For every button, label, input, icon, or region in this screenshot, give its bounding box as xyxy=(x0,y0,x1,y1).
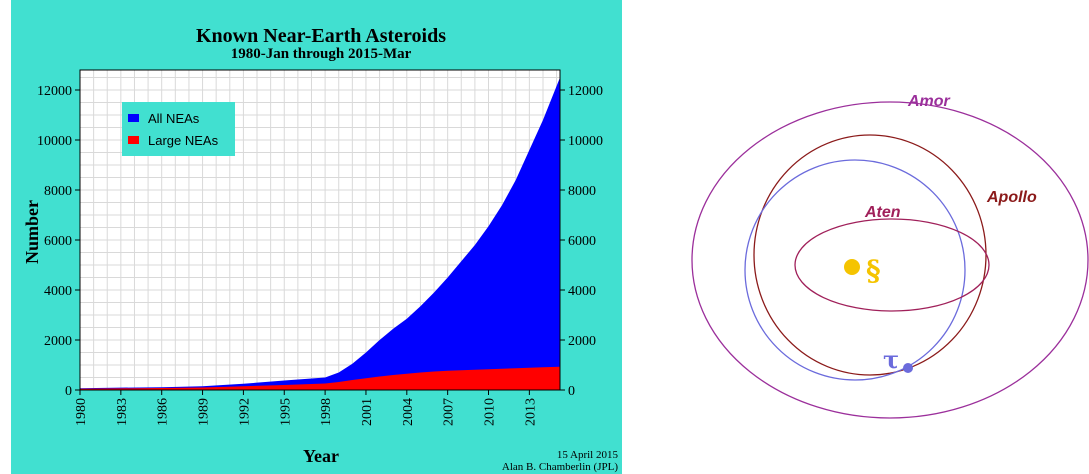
x-tick-label: 2013 xyxy=(523,398,538,426)
chart-subtitle: 1980-Jan through 2015-Mar xyxy=(231,46,412,62)
area-all-neas xyxy=(80,77,560,390)
legend-swatch-all-neas xyxy=(128,114,139,122)
y-axis-left: 0 2000 4000 6000 8000 10000 12000 xyxy=(37,84,80,399)
y-tick-label-left: 2000 xyxy=(44,334,72,349)
legend-swatch-large-neas xyxy=(128,136,139,144)
legend-label-large-neas: Large NEAs xyxy=(148,133,219,148)
area-large-neas xyxy=(80,366,560,390)
y-tick-label-right: 2000 xyxy=(568,334,596,349)
credit-author: Alan B. Chamberlin (JPL) xyxy=(502,461,618,473)
sun-icon xyxy=(844,259,860,275)
x-tick-label: 1989 xyxy=(197,398,212,426)
x-tick-label: 2007 xyxy=(442,398,457,426)
data-areas xyxy=(80,77,560,390)
legend-box xyxy=(122,102,235,156)
aten-orbit xyxy=(794,218,990,312)
x-tick-label: 2010 xyxy=(483,398,498,426)
y-tick-label-right: 12000 xyxy=(568,84,603,99)
credit-date: 15 April 2015 xyxy=(557,449,619,461)
earth-icon xyxy=(903,363,913,373)
asteroid-chart: Known Near-Earth Asteroids 1980-Jan thro… xyxy=(22,25,619,473)
y-axis-label: Number xyxy=(22,200,42,264)
y-tick-label-right: 6000 xyxy=(568,234,596,249)
x-tick-label: 1983 xyxy=(115,398,130,426)
x-axis: 1980 1983 1986 1989 1992 1995 1998 2001 2004 2007… xyxy=(74,390,538,426)
y-tick-label-left: 4000 xyxy=(44,284,72,299)
amor-orbit xyxy=(691,101,1089,419)
apollo-label: Apollo xyxy=(986,189,1037,206)
aten-label: Aten xyxy=(864,204,901,221)
y-tick-label-left: 0 xyxy=(65,384,72,399)
sun-symbol-icon: § xyxy=(866,254,881,287)
x-tick-label: 2001 xyxy=(360,398,375,426)
plot-frame xyxy=(79,69,561,391)
earth-orbit xyxy=(744,159,966,381)
y-tick-label-right: 10000 xyxy=(568,134,603,149)
x-tick-label: 1980 xyxy=(74,398,89,426)
x-tick-label: 1992 xyxy=(237,398,252,426)
x-tick-label: 2004 xyxy=(401,398,416,426)
y-axis-right: 0 2000 4000 6000 8000 10000 12000 xyxy=(560,84,603,399)
x-tick-label: 1986 xyxy=(156,398,171,426)
y-tick-label-right: 0 xyxy=(568,384,575,399)
orbit-diagram: § τ Amor Apollo Aten xyxy=(691,93,1089,419)
x-tick-label: 1998 xyxy=(319,398,334,426)
x-axis-label: Year xyxy=(303,446,339,466)
amor-label: Amor xyxy=(907,93,951,110)
legend: All NEAs Large NEAs xyxy=(122,102,235,156)
earth-symbol-icon: τ xyxy=(883,345,899,374)
legend-label-all-neas: All NEAs xyxy=(148,111,200,126)
y-tick-label-left: 10000 xyxy=(37,134,72,149)
y-tick-label-left: 8000 xyxy=(44,184,72,199)
x-tick-label: 1995 xyxy=(278,398,293,426)
chart-title: Known Near-Earth Asteroids xyxy=(196,25,446,47)
y-tick-label-left: 12000 xyxy=(37,84,72,99)
y-tick-label-left: 6000 xyxy=(44,234,72,249)
y-tick-label-right: 4000 xyxy=(568,284,596,299)
y-tick-label-right: 8000 xyxy=(568,184,596,199)
